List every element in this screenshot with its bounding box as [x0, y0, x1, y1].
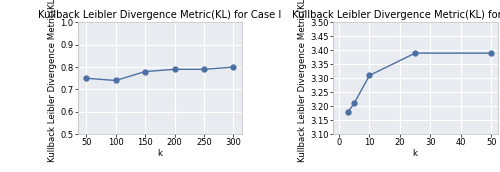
- X-axis label: k: k: [412, 149, 418, 158]
- Title: Kullback Leibler Divergence Metric(KL) for Case II: Kullback Leibler Divergence Metric(KL) f…: [292, 10, 500, 20]
- Y-axis label: Kullback Leibler Divergence Metric(KL): Kullback Leibler Divergence Metric(KL): [298, 0, 307, 162]
- X-axis label: k: k: [158, 149, 162, 158]
- Y-axis label: Kullback Leibler Divergence Metric(KL): Kullback Leibler Divergence Metric(KL): [48, 0, 58, 162]
- Title: Kullback Leibler Divergence Metric(KL) for Case I: Kullback Leibler Divergence Metric(KL) f…: [38, 10, 282, 20]
